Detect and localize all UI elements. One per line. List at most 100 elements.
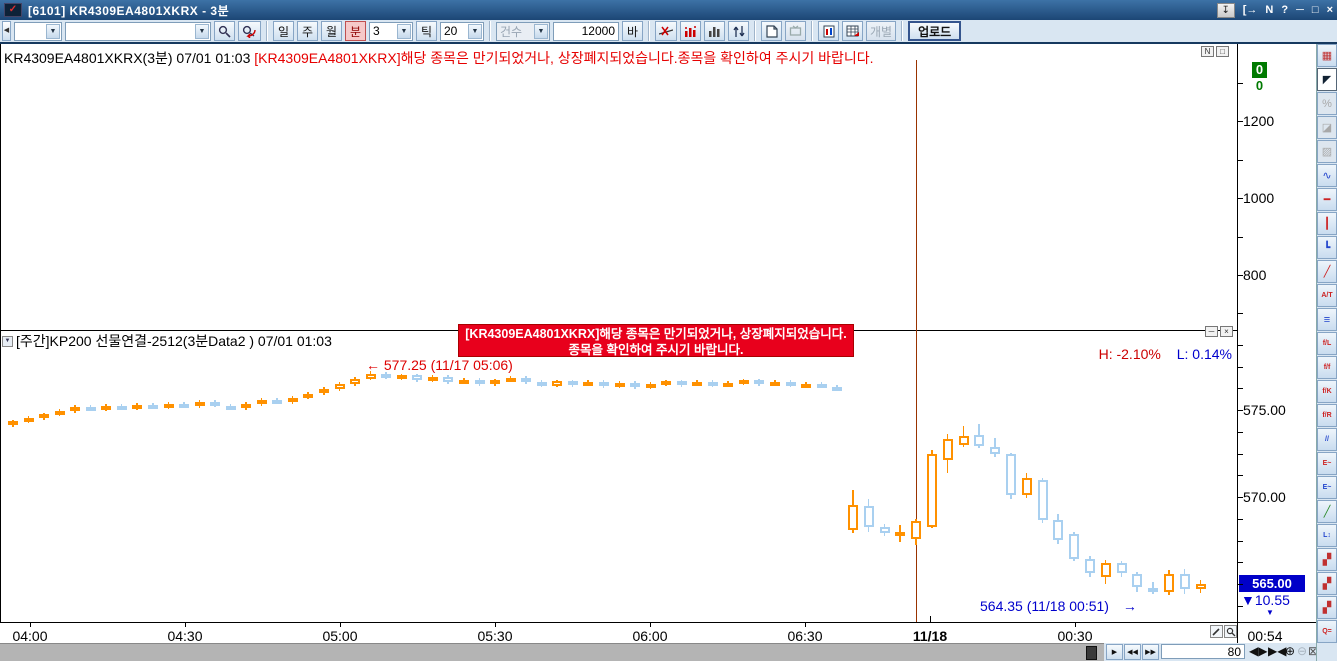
multi-line-icon[interactable]: ≡ xyxy=(1317,308,1337,331)
exit-icon[interactable]: [→ xyxy=(1242,4,1258,16)
maximize-pane-icon[interactable]: □ xyxy=(1216,46,1229,57)
fibo-line-icon[interactable]: f/L xyxy=(1317,332,1337,355)
time-axis-label: 04:30 xyxy=(167,628,203,644)
title-bar: ✓ [6101] KR4309EA4801XKRX - 3분 ↧ [→ N ? … xyxy=(0,0,1337,20)
page-right-button[interactable]: ▶▶ xyxy=(1142,644,1159,660)
candle xyxy=(598,382,609,387)
pencil-icon[interactable]: ╱ xyxy=(1317,500,1337,523)
expand-horizontal-icon[interactable]: ◀▶ xyxy=(1249,644,1268,658)
candle-wick xyxy=(74,404,76,413)
angle-line-icon[interactable]: ┗ xyxy=(1317,236,1337,259)
vertical-line-icon[interactable]: ┃ xyxy=(1317,212,1337,235)
fibo-speed-icon[interactable]: f/K xyxy=(1317,380,1337,403)
chevron-down-icon[interactable]: ▼ xyxy=(2,335,13,347)
zoom-reset-icon[interactable]: ⊠ xyxy=(1308,644,1319,658)
news-icon[interactable]: N xyxy=(1265,4,1274,16)
period-week-button[interactable]: 주 xyxy=(297,21,318,41)
high-annotation: ← 577.25 (11/17 05:06) xyxy=(366,357,513,373)
horizontal-line-icon[interactable]: ━ xyxy=(1317,188,1337,211)
candle-wick xyxy=(789,380,791,388)
elliott-wave2-icon[interactable]: E~ xyxy=(1317,476,1337,499)
fibo-retrace-icon[interactable]: f/R xyxy=(1317,404,1337,427)
zoom-magnifier-icon[interactable] xyxy=(1224,625,1237,638)
candle-wick xyxy=(12,419,14,427)
zigzag-line-icon[interactable]: ∿ xyxy=(1317,164,1337,187)
candle-wick xyxy=(946,434,949,473)
pattern-e-icon[interactable]: ▞ xyxy=(1317,572,1337,595)
search-recent-icon[interactable] xyxy=(238,21,261,41)
compare-chart-icon[interactable] xyxy=(818,21,839,41)
fibo-fan-icon[interactable]: f/f xyxy=(1317,356,1337,379)
upper-axis-highlight2: 0 xyxy=(1255,78,1264,93)
candle xyxy=(256,399,267,404)
grid-table-icon[interactable] xyxy=(842,21,863,41)
chart-format-icon[interactable]: ▦ xyxy=(1317,44,1337,67)
candle-wick xyxy=(727,381,729,388)
toolbar-scroll-left-button[interactable]: ◀ xyxy=(2,21,11,41)
candle-wick xyxy=(245,402,247,410)
candle xyxy=(614,383,625,387)
tick-value-combo[interactable]: 20 ▼ xyxy=(440,21,484,41)
annotate-pencil-icon[interactable] xyxy=(1210,625,1223,638)
help-icon[interactable]: ? xyxy=(1281,4,1289,16)
low-high-icon[interactable]: L↕ xyxy=(1317,524,1337,547)
maximize-button[interactable]: □ xyxy=(1311,4,1319,16)
pattern-d-icon[interactable]: ▞ xyxy=(1317,548,1337,571)
period-day-button[interactable]: 일 xyxy=(273,21,294,41)
sort-arrows-icon[interactable] xyxy=(728,21,749,41)
normal-size-icon[interactable]: N xyxy=(1201,46,1214,57)
candle xyxy=(676,381,687,386)
minimize-pane-icon[interactable]: ─ xyxy=(1205,326,1218,337)
count-combo: 건수 ▼ xyxy=(496,21,550,41)
trendline-tool-icon[interactable] xyxy=(655,21,677,41)
document-icon[interactable] xyxy=(761,21,782,41)
period-month-button[interactable]: 월 xyxy=(321,21,342,41)
quote-icon[interactable]: Q= xyxy=(1317,620,1337,643)
pattern-r-icon[interactable]: ▞ xyxy=(1317,596,1337,619)
scrollbar-thumb[interactable] xyxy=(1086,646,1097,660)
volume-alert-icon[interactable] xyxy=(680,21,701,41)
candle xyxy=(1148,587,1159,592)
search-icon[interactable] xyxy=(214,21,235,41)
close-pane-icon[interactable]: × xyxy=(1220,326,1233,337)
parallel-channel-icon[interactable]: // xyxy=(1317,428,1337,451)
candle xyxy=(1164,573,1174,592)
cursor-icon[interactable]: ◤ xyxy=(1317,68,1337,91)
period-minute-button[interactable]: 분 xyxy=(345,21,366,41)
volume-icon[interactable] xyxy=(704,21,725,41)
close-button[interactable]: × xyxy=(1326,4,1333,16)
candle xyxy=(661,381,672,386)
candle xyxy=(39,414,50,419)
candle xyxy=(958,436,969,445)
pin-icon[interactable]: ↧ xyxy=(1216,2,1235,18)
candle-wick xyxy=(696,380,698,387)
period-tick-button[interactable]: 틱 xyxy=(416,21,437,41)
page-left-button[interactable]: ◀◀ xyxy=(1124,644,1141,660)
bar-count-input[interactable] xyxy=(553,21,619,41)
upper-pane-corner-icons: N □ xyxy=(1201,46,1229,57)
symbol-combo[interactable]: ▼ xyxy=(65,21,211,41)
candle xyxy=(645,383,656,388)
candle-wick xyxy=(556,379,558,388)
minute-value-combo[interactable]: 3 ▼ xyxy=(369,21,413,41)
text-tool-icon[interactable]: A/T xyxy=(1317,284,1337,307)
bar-button[interactable]: 바 xyxy=(622,21,643,41)
candle xyxy=(816,383,827,388)
scroll-right-button[interactable]: ▶ xyxy=(1106,644,1123,660)
lower-pane-header: ▼ [주간]KP200 선물연결-2512(3분Data2 ) 07/01 01… xyxy=(2,331,332,351)
zoom-in-icon[interactable]: ⊕ xyxy=(1285,644,1296,658)
minimize-button[interactable]: ─ xyxy=(1296,4,1304,16)
compress-horizontal-icon[interactable]: ▶◀ xyxy=(1268,644,1287,658)
visible-bars-input[interactable] xyxy=(1161,644,1245,659)
symbol-type-combo[interactable]: ▼ xyxy=(14,21,62,41)
elliott-wave1-icon[interactable]: E~ xyxy=(1317,452,1337,475)
chevron-down-icon: ▼ xyxy=(468,23,482,39)
expired-error-message: [KR4309EA4801XKRX]해당 종목은 만기되었거나, 상장폐지되었습… xyxy=(254,50,874,66)
trend-line-icon[interactable]: ╱ xyxy=(1317,260,1337,283)
horizontal-scrollbar[interactable] xyxy=(0,643,1104,661)
candle xyxy=(630,383,640,388)
main-area: KR4309EA4801XKRX(3분) 07/01 01:03 [KR4309… xyxy=(0,44,1337,661)
upload-button[interactable]: 업로드 xyxy=(908,21,962,41)
candle-wick xyxy=(152,403,154,410)
toolbar: ◀ ▼ ▼ 일 주 월 분 3▼ 틱 20▼ 건수▼ 바 xyxy=(0,20,1337,44)
